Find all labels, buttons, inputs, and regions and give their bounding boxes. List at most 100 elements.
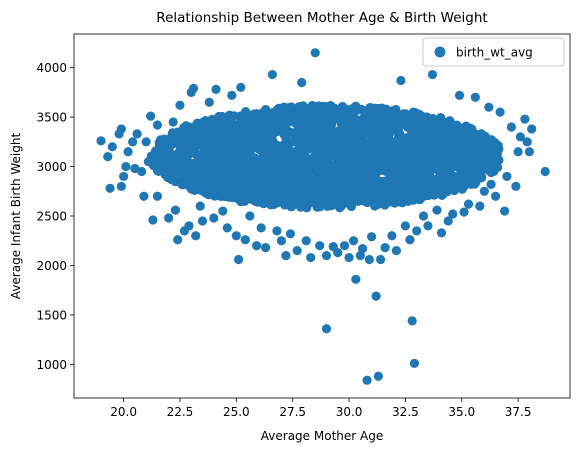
scatter-point: [418, 211, 429, 221]
scatter-point: [181, 121, 191, 131]
scatter-point: [105, 183, 115, 193]
scatter-point: [370, 107, 380, 117]
scatter-point: [261, 124, 271, 134]
scatter-point: [195, 201, 205, 211]
scatter-point: [157, 142, 167, 152]
scatter-point: [334, 111, 344, 121]
scatter-point: [288, 179, 298, 190]
x-tick-label: 37.5: [505, 405, 532, 419]
scatter-point: [357, 176, 368, 186]
scatter-point: [306, 252, 316, 263]
scatter-point: [453, 157, 463, 167]
scatter-point: [239, 167, 249, 177]
chart-title: Relationship Between Mother Age & Birth …: [156, 10, 487, 26]
scatter-point: [321, 132, 331, 142]
x-axis-ticks: 20.0 22.5 25.0 27.5 30.0 32.5 35.0 37.5: [110, 398, 532, 419]
scatter-point: [204, 131, 214, 141]
scatter-point: [477, 162, 487, 172]
scatter-point: [370, 168, 380, 179]
scatter-point: [443, 130, 453, 140]
scatter-point: [351, 274, 361, 284]
scatter-point: [152, 120, 163, 130]
y-axis-ticks: 1000 1500 2000 2500 3000 3500 4000: [36, 61, 74, 372]
scatter-point: [274, 195, 284, 205]
y-axis-label: Average Infant Birth Weight: [9, 133, 23, 300]
scatter-point: [201, 117, 211, 127]
scatter-point: [334, 159, 344, 169]
scatter-point: [395, 132, 405, 143]
scatter-point: [438, 119, 448, 129]
scatter-point: [194, 183, 204, 193]
scatter-point: [210, 163, 220, 174]
scatter-point: [373, 199, 383, 209]
scatter-point: [427, 69, 438, 80]
scatter-point: [428, 132, 439, 142]
scatter-point: [540, 166, 550, 177]
scatter-point: [477, 148, 487, 158]
scatter-point: [143, 157, 153, 167]
scatter-point: [286, 102, 296, 112]
legend-marker: [434, 46, 446, 58]
scatter-point: [343, 126, 353, 136]
scatter-point: [298, 183, 308, 193]
scatter-point: [340, 190, 350, 200]
scatter-point: [465, 155, 475, 165]
scatter-point: [440, 156, 450, 166]
scatter-point: [378, 156, 389, 166]
scatter-point: [419, 174, 429, 184]
scatter-point: [191, 231, 201, 241]
scatter-point: [315, 154, 325, 165]
scatter-point: [361, 117, 371, 127]
scatter-point: [269, 174, 279, 184]
scatter-point: [313, 164, 323, 174]
scatter-point: [364, 254, 374, 265]
scatter-point: [169, 151, 179, 161]
scatter-point: [231, 231, 241, 241]
scatter-point: [402, 179, 412, 189]
scatter-point: [506, 122, 516, 132]
scatter-point: [226, 128, 236, 138]
scatter-point: [451, 176, 461, 186]
scatter-point: [188, 83, 199, 93]
scatter-point: [197, 216, 208, 226]
x-tick-label: 25.0: [223, 405, 250, 419]
scatter-point: [383, 107, 394, 117]
scatter-point: [454, 90, 465, 100]
scatter-point: [177, 179, 187, 189]
scatter-point: [467, 163, 477, 173]
scatter-point: [381, 166, 391, 176]
scatter-point: [367, 192, 377, 202]
scatter-point: [245, 211, 255, 221]
scatter-point: [527, 124, 537, 134]
scatter-point: [429, 122, 440, 132]
scatter-point: [121, 161, 131, 172]
scatter-point: [484, 102, 494, 112]
scatter-point: [267, 181, 277, 191]
scatter-point: [302, 156, 312, 166]
scatter-point: [422, 165, 432, 175]
y-tick-label: 3000: [36, 160, 67, 174]
scatter-point: [348, 236, 359, 246]
scatter-point: [175, 156, 185, 166]
y-tick-label: 4000: [36, 61, 67, 75]
plot-area: [74, 34, 570, 398]
scatter-point: [470, 179, 480, 189]
scatter-point: [331, 151, 341, 161]
scatter-point: [272, 126, 282, 137]
scatter-point: [464, 142, 474, 153]
scatter-point: [390, 198, 400, 208]
scatter-point: [308, 185, 318, 195]
scatter-point: [406, 149, 416, 159]
scatter-point: [320, 148, 331, 158]
scatter-point: [254, 183, 264, 193]
scatter-point: [395, 187, 405, 197]
scatter-point: [407, 316, 417, 326]
x-tick-label: 32.5: [392, 405, 419, 419]
scatter-point: [116, 181, 126, 191]
scatter-point: [448, 123, 458, 133]
scatter-point: [239, 114, 250, 124]
scatter-point: [245, 140, 255, 150]
scatter-point: [233, 173, 243, 183]
scatter-point: [167, 165, 177, 175]
scatter-point: [203, 153, 214, 163]
